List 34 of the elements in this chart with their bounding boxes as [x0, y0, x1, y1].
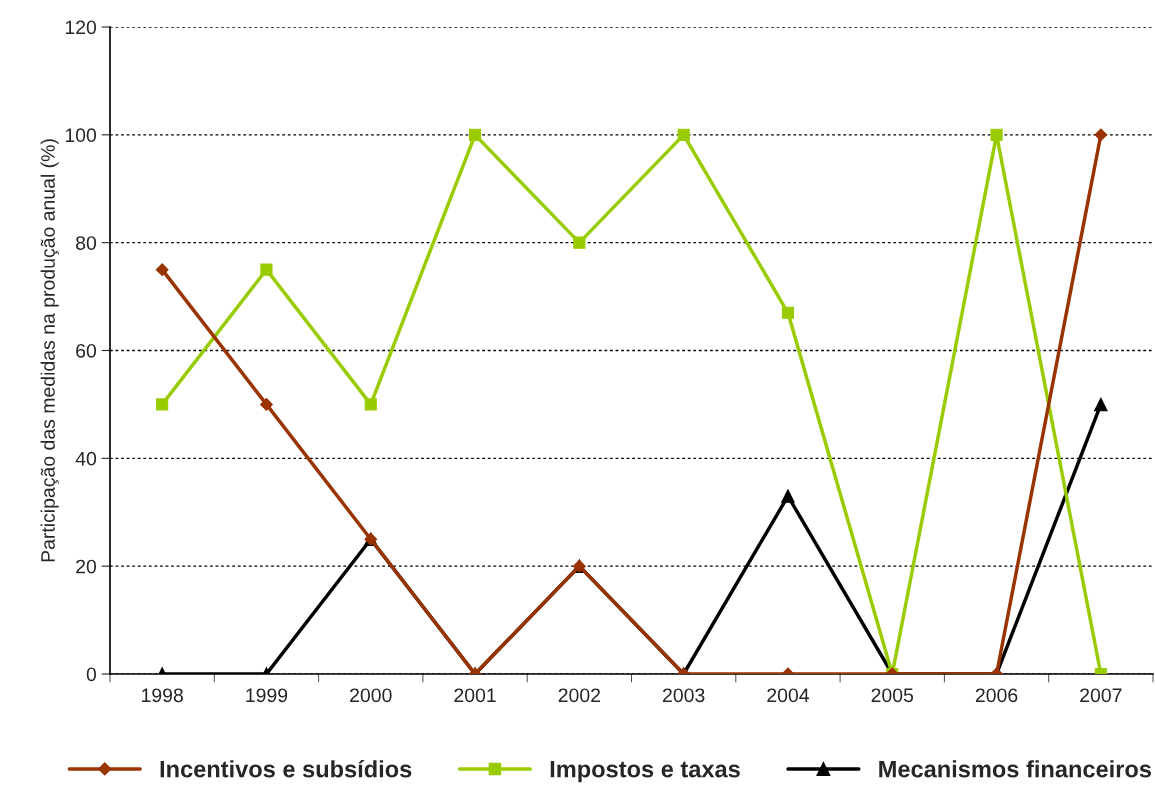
y-axis-title: Participação das medidas na produção anual (%) — [40, 139, 59, 562]
y-tick-label: 100 — [65, 128, 97, 143]
point — [677, 128, 690, 141]
point — [781, 489, 795, 503]
x-tick-label: 2004 — [767, 688, 810, 703]
point — [155, 263, 169, 277]
point — [364, 398, 377, 411]
legend-label: Mecanismos financeiros — [879, 760, 1151, 778]
y-tick-label: 60 — [76, 343, 97, 358]
x-tick-label: 2000 — [350, 688, 392, 703]
y-tick-label: 80 — [76, 236, 97, 250]
point — [260, 398, 273, 411]
y-tick-label: 0 — [86, 667, 97, 682]
legend-label: Incentivos e subsídios — [160, 759, 412, 778]
point — [260, 263, 273, 276]
point — [156, 398, 169, 411]
x-tick-label: 2006 — [975, 688, 1018, 703]
point — [990, 128, 1003, 141]
point — [781, 306, 795, 319]
legend-label: Impostos e taxas — [550, 761, 740, 783]
y-tick-label: 40 — [75, 451, 97, 466]
x-tick-label: 2001 — [454, 688, 496, 703]
point — [573, 236, 586, 249]
y-tick-label: 20 — [76, 559, 97, 574]
x-tick-label: 2007 — [1080, 688, 1122, 703]
point — [1094, 397, 1108, 412]
point — [468, 128, 482, 141]
x-tick-label: 1998 — [142, 688, 183, 703]
x-tick-label: 2005 — [871, 688, 914, 703]
x-tick-label: 2003 — [663, 688, 705, 703]
x-tick-label: 1999 — [246, 688, 288, 703]
point — [1094, 128, 1108, 142]
x-tick-label: 2002 — [558, 688, 600, 703]
y-tick-label: 120 — [65, 20, 97, 35]
